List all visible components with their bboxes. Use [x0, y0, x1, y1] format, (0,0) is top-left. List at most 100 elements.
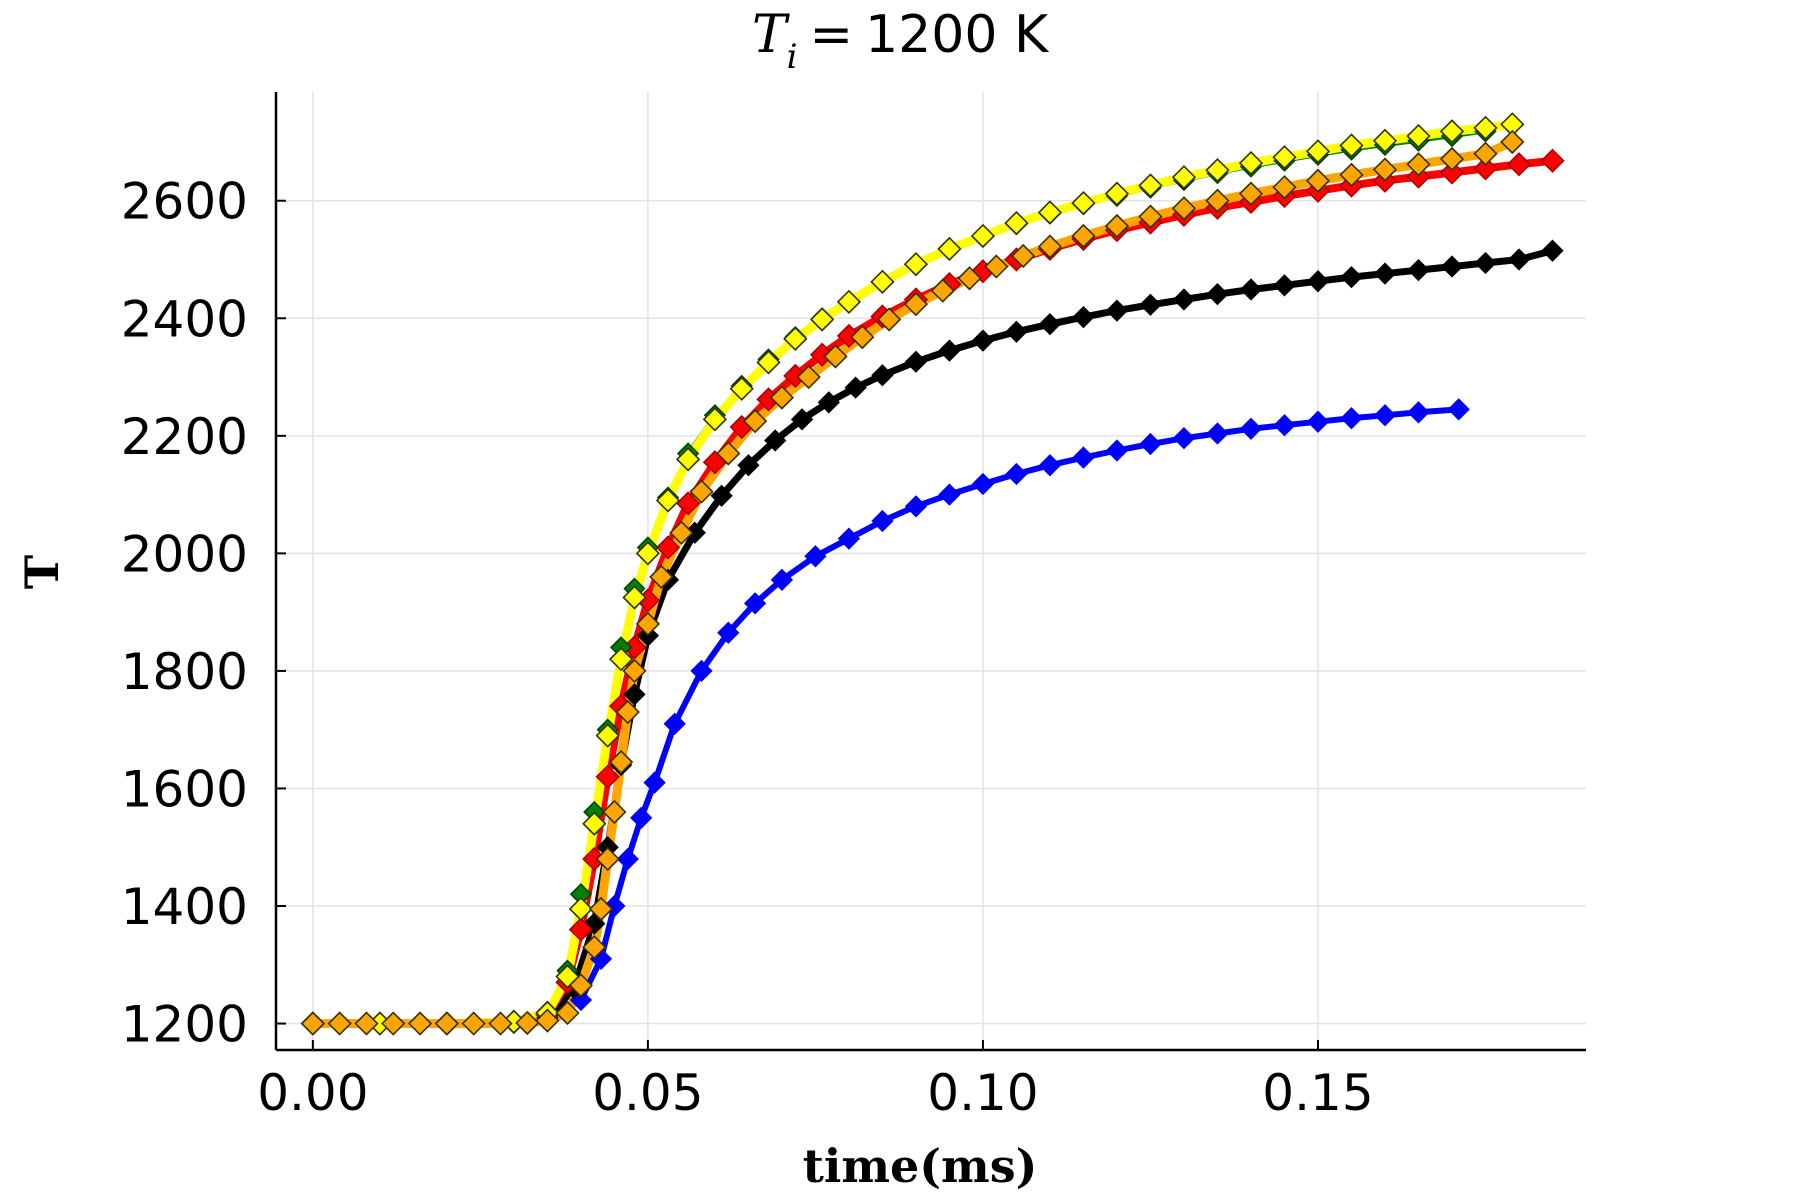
data-point-series-6: [622, 658, 647, 684]
data-markers: [300, 112, 1565, 1036]
data-point-series-6: [930, 278, 955, 303]
data-point-series-1: [1373, 404, 1397, 427]
data-point-series-5: [1305, 139, 1331, 164]
data-point-series-5: [1238, 150, 1264, 176]
data-point-series-6: [615, 699, 640, 725]
data-point-series-2: [1239, 278, 1263, 301]
data-point-series-5: [870, 269, 895, 294]
data-point-series-1: [743, 592, 767, 615]
data-point-series-6: [595, 846, 620, 872]
data-point-series-6: [669, 520, 694, 545]
data-point-series-6: [608, 749, 634, 775]
data-point-series-2: [764, 429, 787, 452]
data-point-series-6: [327, 1011, 352, 1036]
data-point-series-2: [971, 329, 995, 352]
data-point-series-5: [809, 307, 835, 332]
axes: [274, 92, 1586, 1052]
data-point-series-5: [1138, 173, 1163, 198]
y-axis-title: T: [15, 555, 69, 589]
data-point-series-6: [769, 385, 795, 410]
data-point-series-5: [970, 223, 996, 249]
data-point-series-6: [1104, 213, 1130, 239]
data-point-series-1: [663, 712, 686, 735]
data-point-series-5: [1205, 158, 1230, 183]
data-point-series-6: [602, 799, 627, 825]
data-point-series-1: [1038, 454, 1062, 477]
tick-labels: 0.00 0.05 0.10 0.15 1200 1400 1600 1800 2000 2200…: [121, 173, 1374, 1122]
data-point-series-6: [1037, 234, 1063, 259]
title-symbol: T: [752, 5, 790, 65]
data-point-series-6: [568, 973, 594, 998]
data-point-series-2: [1038, 313, 1062, 336]
data-point-series-3: [595, 764, 620, 789]
data-point-series-6: [984, 254, 1009, 279]
data-point-series-5: [582, 811, 607, 836]
data-point-series-6: [1011, 243, 1036, 269]
data-point-series-5: [675, 447, 701, 472]
data-point-series-1: [1306, 410, 1330, 433]
data-point-series-1: [1407, 401, 1430, 424]
data-point-series-6: [381, 1011, 406, 1036]
data-point-series-6: [1171, 196, 1197, 221]
data-point-series-2: [1206, 283, 1229, 306]
data-point-series-1: [871, 509, 894, 533]
data-point-series-1: [1005, 462, 1028, 486]
data-point-series-6: [957, 266, 982, 291]
data-point-series-6: [1500, 129, 1525, 155]
data-point-series-1: [1273, 414, 1296, 437]
data-point-series-2: [710, 484, 733, 507]
data-point-series-2: [1273, 274, 1296, 297]
x-tick-label: 0.00: [257, 1064, 368, 1122]
data-point-series-6: [1305, 168, 1331, 193]
data-point-series-6: [407, 1011, 433, 1036]
data-point-series-1: [904, 495, 928, 518]
data-point-series-6: [1272, 175, 1297, 200]
data-point-series-1: [770, 568, 794, 591]
data-point-series-1: [1072, 446, 1095, 469]
x-tick-label: 0.15: [1262, 1064, 1373, 1122]
data-point-series-6: [649, 564, 674, 590]
data-point-series-2: [790, 408, 814, 431]
data-point-series-6: [903, 292, 929, 317]
title-subscript: i: [787, 37, 798, 77]
data-point-series-1: [717, 621, 740, 644]
data-point-series-3: [675, 491, 701, 516]
data-point-series-5: [729, 376, 754, 401]
data-point-series-6: [876, 307, 902, 332]
data-point-series-6: [1071, 223, 1096, 249]
data-point-series-5: [1406, 123, 1431, 149]
data-point-series-6: [515, 1010, 540, 1036]
data-point-series-2: [1072, 305, 1095, 329]
data-point-series-2: [904, 350, 928, 373]
data-point-series-2: [817, 391, 840, 414]
data-point-series-2: [1407, 258, 1430, 282]
data-point-series-2: [1440, 255, 1464, 278]
data-point-series-3: [1473, 156, 1498, 181]
data-point-series-6: [1138, 204, 1163, 229]
y-tick-label: 2000: [121, 525, 248, 583]
data-point-series-2: [1306, 270, 1330, 293]
data-point-series-1: [938, 483, 961, 506]
data-point-series-6: [300, 1011, 325, 1036]
data-point-series-6: [1205, 188, 1230, 213]
data-point-series-5: [622, 585, 647, 610]
data-point-series-6: [716, 441, 741, 466]
data-point-series-6: [555, 1000, 580, 1026]
data-point-series-1: [1340, 407, 1363, 430]
data-point-series-1: [837, 527, 861, 550]
data-point-series-6: [1238, 181, 1264, 206]
data-point-series-5: [1439, 119, 1465, 144]
data-point-series-2: [1340, 266, 1363, 289]
series-line-5: [308, 119, 1517, 1029]
title-equals: =: [810, 5, 854, 65]
x-tick-label: 0.05: [592, 1064, 703, 1122]
data-point-series-2: [1172, 288, 1196, 311]
x-tick-label: 0.10: [927, 1064, 1038, 1122]
data-point-series-6: [689, 479, 714, 504]
data-point-series-6: [635, 611, 661, 637]
data-point-series-2: [737, 454, 760, 477]
data-point-series-1: [1139, 432, 1162, 456]
data-point-series-5: [836, 289, 862, 314]
data-point-series-6: [588, 896, 614, 922]
